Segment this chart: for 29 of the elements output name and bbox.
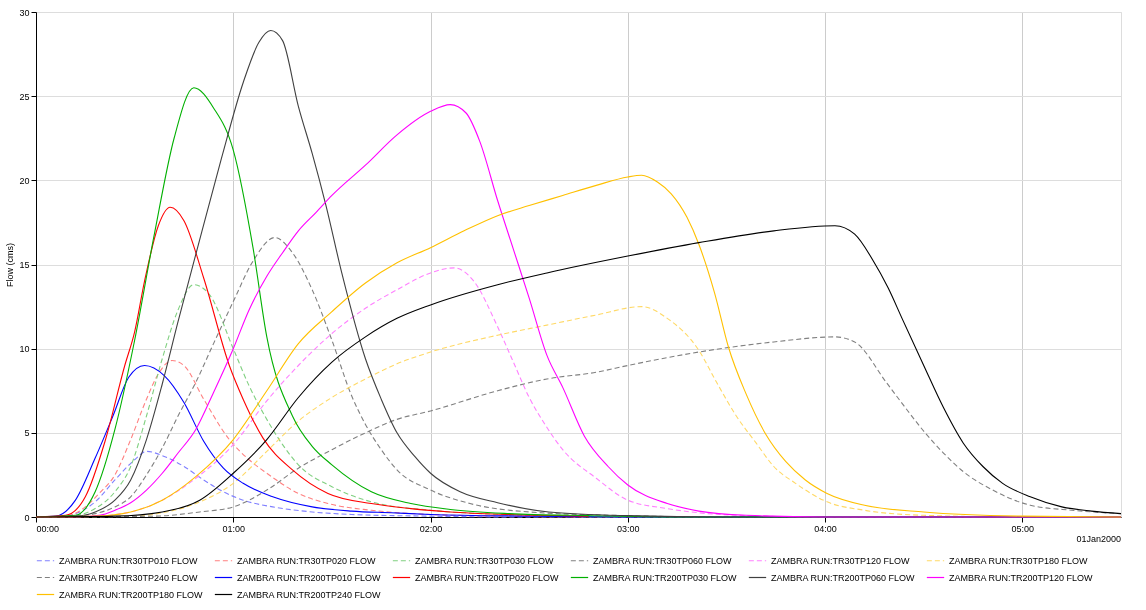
legend-label: ZAMBRA RUN:TR200TP180 FLOW (59, 589, 204, 600)
legend-label: ZAMBRA RUN:TR30TP010 FLOW (59, 555, 199, 566)
legend-label: ZAMBRA RUN:TR30TP060 FLOW (593, 555, 733, 566)
y-tick-label: 10 (19, 344, 30, 355)
legend-label: ZAMBRA RUN:TR200TP120 FLOW (949, 572, 1094, 583)
legend-label: ZAMBRA RUN:TR30TP180 FLOW (949, 555, 1089, 566)
legend-label: ZAMBRA RUN:TR200TP020 FLOW (415, 572, 560, 583)
legend-label: ZAMBRA RUN:TR30TP120 FLOW (771, 555, 911, 566)
x-tick-label: 01:00 (222, 523, 246, 534)
x-tick-label: 04:00 (814, 523, 837, 534)
y-tick-label: 20 (19, 175, 30, 186)
legend-label: ZAMBRA RUN:TR200TP010 FLOW (237, 572, 382, 583)
y-tick-label: 25 (19, 91, 30, 102)
y-axis-title: Flow (cms) (5, 243, 16, 287)
legend-label: ZAMBRA RUN:TR200TP030 FLOW (593, 572, 738, 583)
x-tick-label: 02:00 (419, 523, 443, 534)
x-tick-label: 05:00 (1011, 523, 1035, 534)
x-tick-label: 03:00 (617, 523, 640, 534)
legend-label: ZAMBRA RUN:TR30TP030 FLOW (415, 555, 555, 566)
legend-label: ZAMBRA RUN:TR200TP060 FLOW (771, 572, 916, 583)
text: 01Jan2000 (1076, 534, 1121, 544)
legend-label: ZAMBRA RUN:TR200TP240 FLOW (237, 589, 382, 600)
x-tick-label: 00:00 (36, 523, 60, 534)
legend-label: ZAMBRA RUN:TR30TP240 FLOW (59, 572, 199, 583)
y-tick-label: 0 (24, 512, 30, 523)
y-tick-label: 15 (19, 260, 30, 270)
y-tick-label: 30 (19, 7, 30, 18)
legend-label: ZAMBRA RUN:TR30TP020 FLOW (237, 555, 377, 566)
y-tick-label: 5 (24, 428, 30, 439)
